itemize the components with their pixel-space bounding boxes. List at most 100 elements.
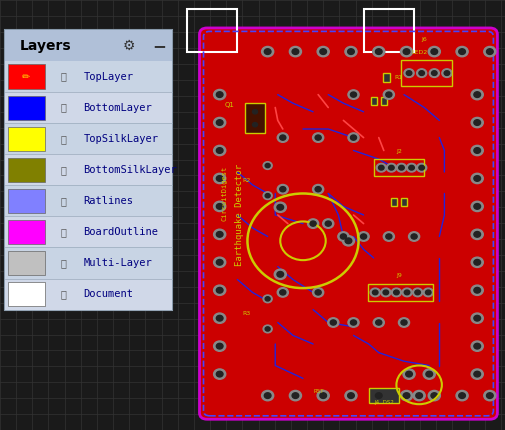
Circle shape (386, 92, 392, 97)
Circle shape (361, 234, 367, 239)
Circle shape (486, 49, 493, 55)
Bar (5, 247, 172, 279)
Circle shape (262, 390, 274, 401)
Text: TopSilkLayer: TopSilkLayer (83, 134, 159, 144)
Circle shape (216, 203, 223, 209)
Circle shape (214, 313, 226, 323)
Circle shape (416, 393, 423, 399)
Bar (5, 61, 172, 92)
Circle shape (383, 232, 394, 241)
Circle shape (406, 371, 413, 377)
FancyBboxPatch shape (199, 28, 497, 419)
Text: J4  DS2: J4 DS2 (374, 400, 394, 405)
Circle shape (216, 120, 223, 126)
Circle shape (216, 147, 223, 154)
Circle shape (320, 393, 327, 399)
Circle shape (216, 231, 223, 237)
Circle shape (474, 287, 481, 293)
Circle shape (310, 221, 316, 226)
Circle shape (426, 371, 433, 377)
Circle shape (277, 204, 284, 210)
Circle shape (373, 46, 385, 57)
Circle shape (417, 163, 427, 172)
Text: Earthquake Detector: Earthquake Detector (235, 164, 244, 266)
Circle shape (350, 92, 357, 97)
Text: Document: Document (83, 289, 133, 299)
Bar (391, 198, 397, 206)
Bar (245, 103, 265, 133)
Circle shape (403, 49, 410, 55)
Circle shape (216, 175, 223, 181)
Bar (371, 97, 377, 105)
Circle shape (216, 371, 223, 377)
Circle shape (394, 290, 399, 295)
Circle shape (474, 315, 481, 321)
Circle shape (330, 320, 336, 325)
Text: R1: R1 (394, 75, 402, 80)
Circle shape (474, 147, 481, 154)
Circle shape (216, 315, 223, 321)
Text: Multi-Layer: Multi-Layer (83, 258, 152, 268)
Circle shape (474, 175, 481, 181)
Circle shape (474, 203, 481, 209)
Circle shape (274, 269, 286, 280)
Circle shape (315, 135, 321, 140)
Circle shape (317, 390, 329, 401)
Circle shape (391, 288, 401, 297)
Text: R2: R2 (242, 178, 250, 183)
Circle shape (277, 288, 288, 297)
Text: Ratlines: Ratlines (83, 196, 133, 206)
Circle shape (340, 234, 346, 239)
Circle shape (214, 257, 226, 267)
Circle shape (280, 135, 286, 140)
Bar (5, 30, 172, 61)
Text: 👁: 👁 (60, 227, 66, 237)
Text: J2: J2 (396, 149, 402, 154)
Circle shape (263, 295, 272, 303)
Text: 👁: 👁 (60, 289, 66, 299)
Circle shape (347, 49, 355, 55)
Text: R3: R3 (242, 311, 250, 316)
Circle shape (373, 390, 385, 401)
Bar (8, 189, 45, 213)
Circle shape (403, 393, 410, 399)
Text: −: − (152, 37, 166, 55)
Circle shape (456, 46, 468, 57)
Circle shape (289, 46, 301, 57)
Circle shape (214, 89, 226, 100)
Circle shape (471, 257, 483, 267)
Circle shape (484, 46, 496, 57)
Circle shape (263, 192, 272, 200)
Circle shape (265, 327, 270, 331)
Text: 👁: 👁 (60, 258, 66, 268)
Circle shape (423, 288, 433, 297)
Circle shape (431, 71, 437, 76)
Circle shape (407, 71, 412, 76)
Circle shape (315, 290, 321, 295)
Circle shape (471, 89, 483, 100)
Text: ⚙: ⚙ (123, 39, 135, 52)
Circle shape (214, 173, 226, 184)
Circle shape (431, 49, 438, 55)
Circle shape (428, 46, 440, 57)
Circle shape (376, 320, 382, 325)
Text: BottomSilkLayer: BottomSilkLayer (83, 165, 177, 175)
Circle shape (425, 290, 431, 295)
Circle shape (338, 232, 349, 241)
Circle shape (409, 232, 420, 241)
Circle shape (289, 390, 301, 401)
Circle shape (265, 297, 270, 301)
Circle shape (373, 318, 384, 327)
Bar (187, 9, 237, 52)
Circle shape (214, 145, 226, 156)
Circle shape (323, 219, 334, 228)
Circle shape (474, 343, 481, 349)
Bar (374, 159, 424, 176)
Circle shape (350, 320, 357, 325)
Circle shape (409, 165, 414, 170)
Bar (5, 279, 172, 310)
Bar (5, 185, 172, 216)
Bar (401, 60, 452, 86)
Circle shape (263, 162, 272, 169)
Text: BoardOutline: BoardOutline (83, 227, 159, 237)
